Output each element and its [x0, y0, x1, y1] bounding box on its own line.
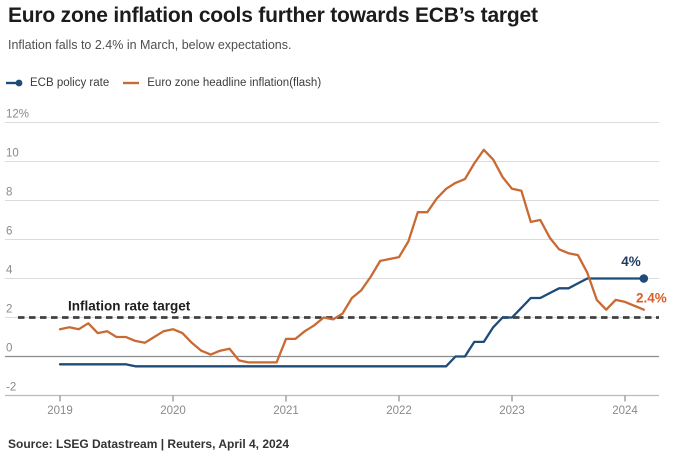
legend-item-euro-zone-headline-inflation-flash: Euro zone headline inflation(flash): [123, 77, 321, 89]
chart-title: Euro zone inflation cools further toward…: [8, 4, 538, 27]
series-line-ecb-policy-rate: [58, 277, 645, 368]
y-tick-label: 0: [6, 343, 12, 355]
x-tick-label: 2024: [612, 405, 638, 417]
x-tick-label: 2022: [386, 405, 412, 417]
legend-item-ecb-policy-rate: ECB policy rate: [6, 77, 109, 89]
line-dot-marker-icon: [6, 79, 23, 87]
y-tick-label: 6: [6, 226, 12, 238]
legend-label: ECB policy rate: [30, 77, 110, 89]
x-tick-label: 2019: [47, 405, 73, 417]
chart-plot: 12% 10 8 6 4 2 0 -2 2019 2020 2021 2022 2023 2024 Infl…: [5, 109, 667, 417]
x-tick-label: 2020: [160, 405, 186, 417]
y-tick-label: -2: [6, 382, 16, 394]
y-tick-label: 12%: [6, 109, 29, 121]
y-tick-label: 10: [6, 148, 19, 160]
chart-subtitle: Inflation falls to 2.4% in March, below …: [8, 38, 292, 52]
x-tick-label: 2023: [499, 405, 525, 417]
y-tick-label: 4: [6, 265, 13, 277]
annotation-2-4: 2.4%: [636, 291, 667, 306]
legend-label: Euro zone headline inflation(flash): [147, 77, 322, 89]
target-label: Inflation rate target: [68, 299, 191, 314]
source-note: Source: LSEG Datastream | Reuters, April…: [8, 437, 290, 451]
series-line-euro-zone-headline-inflation-flash: [58, 148, 645, 364]
series-end-dot-ecb-policy-rate: [639, 274, 649, 283]
line-marker-icon: [123, 81, 140, 85]
y-tick-label: 2: [6, 304, 12, 316]
annotation-4: 4%: [621, 254, 641, 269]
x-tick-label: 2021: [273, 405, 299, 417]
legend: ECB policy rate Euro zone headline inflat…: [6, 77, 321, 89]
y-tick-label: 8: [6, 187, 12, 199]
